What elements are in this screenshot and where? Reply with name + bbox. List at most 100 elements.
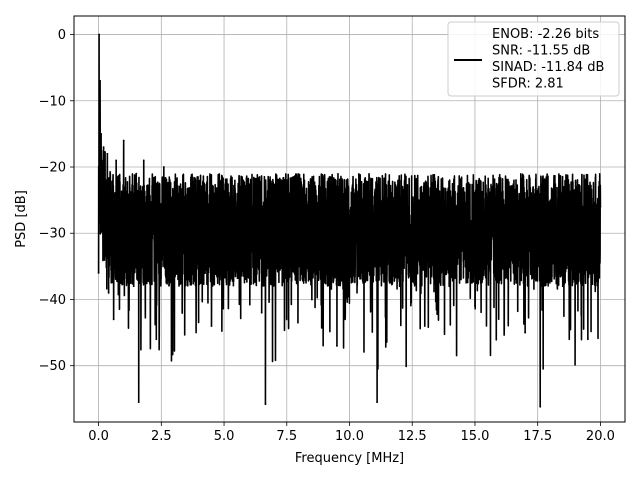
psd-data-point (461, 232, 464, 235)
x-tick-label: 5.0 (214, 429, 235, 444)
psd-data-point (411, 238, 414, 241)
psd-data-point (285, 272, 288, 274)
psd-data-point (130, 192, 133, 195)
psd-data-point (336, 344, 338, 347)
psd-data-point (108, 179, 111, 182)
psd-data-point (106, 152, 109, 155)
psd-series-line (97, 33, 602, 408)
x-tick-label: 20.0 (586, 429, 615, 444)
legend: ENOB: -2.26 bits SNR: -11.55 dB SINAD: -… (447, 21, 620, 97)
psd-data-point (348, 225, 351, 228)
series-layer (97, 33, 602, 408)
psd-data-point (98, 33, 100, 36)
psd-data-point (436, 205, 439, 208)
psd-data-point (535, 252, 538, 255)
psd-data-point (115, 159, 118, 162)
psd-data-point (448, 265, 451, 268)
psd-data-point (99, 192, 102, 195)
psd-data-point (539, 405, 542, 408)
psd-data-point (474, 305, 476, 307)
psd-data-point (310, 298, 313, 301)
psd-data-point (125, 252, 128, 255)
psd-data-point (142, 159, 145, 162)
psd-data-point (107, 291, 110, 294)
psd-data-point (140, 232, 143, 235)
psd-data-point (172, 252, 175, 255)
psd-data-point (373, 252, 376, 255)
psd-data-point (162, 166, 165, 168)
x-tick-label: 17.5 (523, 429, 552, 444)
psd-data-point (599, 205, 602, 208)
psd-data-point (117, 272, 120, 274)
psd-data-point (105, 252, 108, 255)
psd-data-point (135, 172, 138, 175)
psd-data-point (264, 403, 267, 406)
y-tick-label: 0 (58, 28, 66, 43)
x-tick-label: 10.0 (335, 429, 364, 444)
psd-data-point (210, 325, 213, 327)
y-axis-label: PSD [dB] (14, 190, 29, 248)
psd-data-point (155, 338, 158, 341)
x-tick-label: 15.0 (460, 429, 489, 444)
psd-data-point (177, 192, 180, 195)
psd-data-point (499, 278, 501, 281)
psd-data-point (97, 272, 100, 274)
x-tick-label: 12.5 (398, 429, 427, 444)
psd-data-point (273, 232, 276, 235)
psd-data-point (112, 318, 115, 321)
x-tick-label: 7.5 (276, 429, 297, 444)
psd-data-point (100, 225, 103, 228)
psd-data-point (511, 225, 514, 228)
psd-data-point (120, 212, 123, 215)
psd-data-point (99, 80, 101, 82)
legend-sfdr: SFDR: 2.81 (492, 77, 564, 92)
psd-data-point (561, 285, 564, 288)
psd-data-point (524, 331, 527, 334)
psd-data-point (386, 219, 389, 221)
y-tick-label: −40 (39, 293, 66, 308)
psd-data-point (98, 113, 101, 115)
psd-data-point (147, 199, 150, 202)
psd-data-point (132, 285, 135, 288)
psd-data-point (423, 325, 426, 327)
psd-data-point (185, 278, 188, 281)
y-tick-label: −10 (39, 94, 66, 109)
y-tick-label: −30 (39, 227, 66, 242)
legend-enob: ENOB: -2.26 bits (492, 27, 599, 42)
psd-data-point (574, 245, 577, 248)
psd-data-point (137, 401, 140, 404)
legend-sinad: SINAD: -11.84 dB (492, 60, 604, 75)
psd-data-point (103, 205, 106, 208)
psd-data-point (298, 212, 301, 215)
y-tick-label: −50 (39, 359, 66, 374)
psd-data-point (100, 132, 102, 135)
psd-data-point (235, 258, 238, 261)
psd-data-point (597, 265, 599, 268)
psd-data-point (486, 245, 489, 248)
psd-data-point (361, 272, 363, 274)
psd-data-point (122, 139, 125, 142)
tick-layer: 0.0 2.5 5.0 7.5 10.0 12.5 15.0 17.5 20.0 0 −10 −20 −… (39, 28, 615, 444)
y-tick-label: −20 (39, 161, 66, 176)
psd-data-point (549, 232, 552, 235)
psd-data-point (223, 219, 225, 221)
psd-data-point (145, 278, 148, 281)
x-axis-label: Frequency [MHz] (295, 451, 404, 466)
psd-data-point (248, 205, 251, 208)
psd-data-point (101, 172, 104, 175)
psd-data-point (586, 338, 589, 341)
psd-data-point (110, 232, 113, 235)
psd-data-point (398, 285, 401, 288)
psd-data-point (260, 311, 263, 314)
x-tick-label: 0.0 (88, 429, 109, 444)
x-tick-label: 2.5 (151, 429, 172, 444)
legend-snr: SNR: -11.55 dB (492, 44, 590, 59)
psd-data-point (102, 146, 105, 149)
psd-data-point (198, 238, 200, 241)
legend-box (447, 21, 620, 97)
psd-data-point (376, 401, 379, 404)
psd-data-point (127, 305, 130, 307)
psd-data-point (323, 245, 326, 248)
